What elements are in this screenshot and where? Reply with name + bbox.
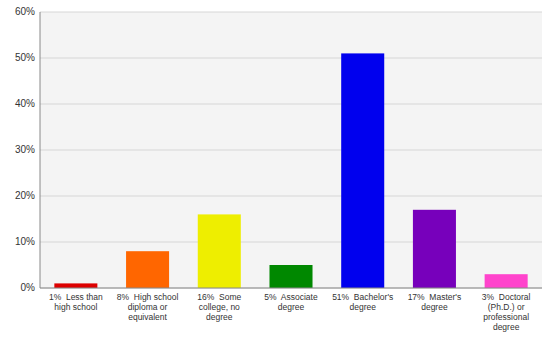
y-tick-label: 60% (15, 6, 35, 17)
y-tick-label: 40% (15, 98, 35, 109)
grid-line (40, 150, 542, 151)
x-axis-line (40, 288, 542, 289)
grid-line (40, 104, 542, 105)
grid-line (40, 196, 542, 197)
bar (126, 251, 169, 288)
x-tick-label: 17% Master'sdegree (408, 292, 462, 312)
x-tick-label: 51% Bachelor'sdegree (332, 292, 393, 312)
x-tick-label: 5% Associatedegree (264, 292, 318, 312)
bar (485, 274, 528, 288)
grid-line (40, 242, 542, 243)
y-tick-label: 50% (15, 52, 35, 63)
bar (413, 210, 456, 288)
bar (198, 214, 241, 288)
x-tick-label: 1% Less thanhigh school (49, 292, 103, 312)
chart: 0% 10% 20% 30% 40% 50% 60% 1% Less thanhigh sch… (0, 0, 550, 350)
x-tick-label: 3% Doctoral(Ph.D.) orprofessionaldegree (482, 292, 531, 332)
grid-line (40, 12, 542, 13)
bar (269, 265, 312, 288)
plot-background (40, 12, 542, 288)
bar (54, 283, 97, 288)
y-tick-label: 30% (15, 144, 35, 155)
x-tick-label: 16% Somecollege, nodegree (197, 292, 241, 322)
grid-line (40, 288, 542, 289)
bar (341, 53, 384, 288)
y-tick-label: 10% (15, 236, 35, 247)
grid-line (40, 58, 542, 59)
chart-container: 0% 10% 20% 30% 40% 50% 60% 1% Less thanhigh sch… (0, 0, 550, 350)
y-axis-line (40, 12, 41, 288)
y-tick-label: 20% (15, 190, 35, 201)
x-tick-label: 8% High schooldiploma orequivalent (117, 292, 179, 322)
y-tick-label: 0% (21, 282, 36, 293)
bars (54, 53, 527, 288)
